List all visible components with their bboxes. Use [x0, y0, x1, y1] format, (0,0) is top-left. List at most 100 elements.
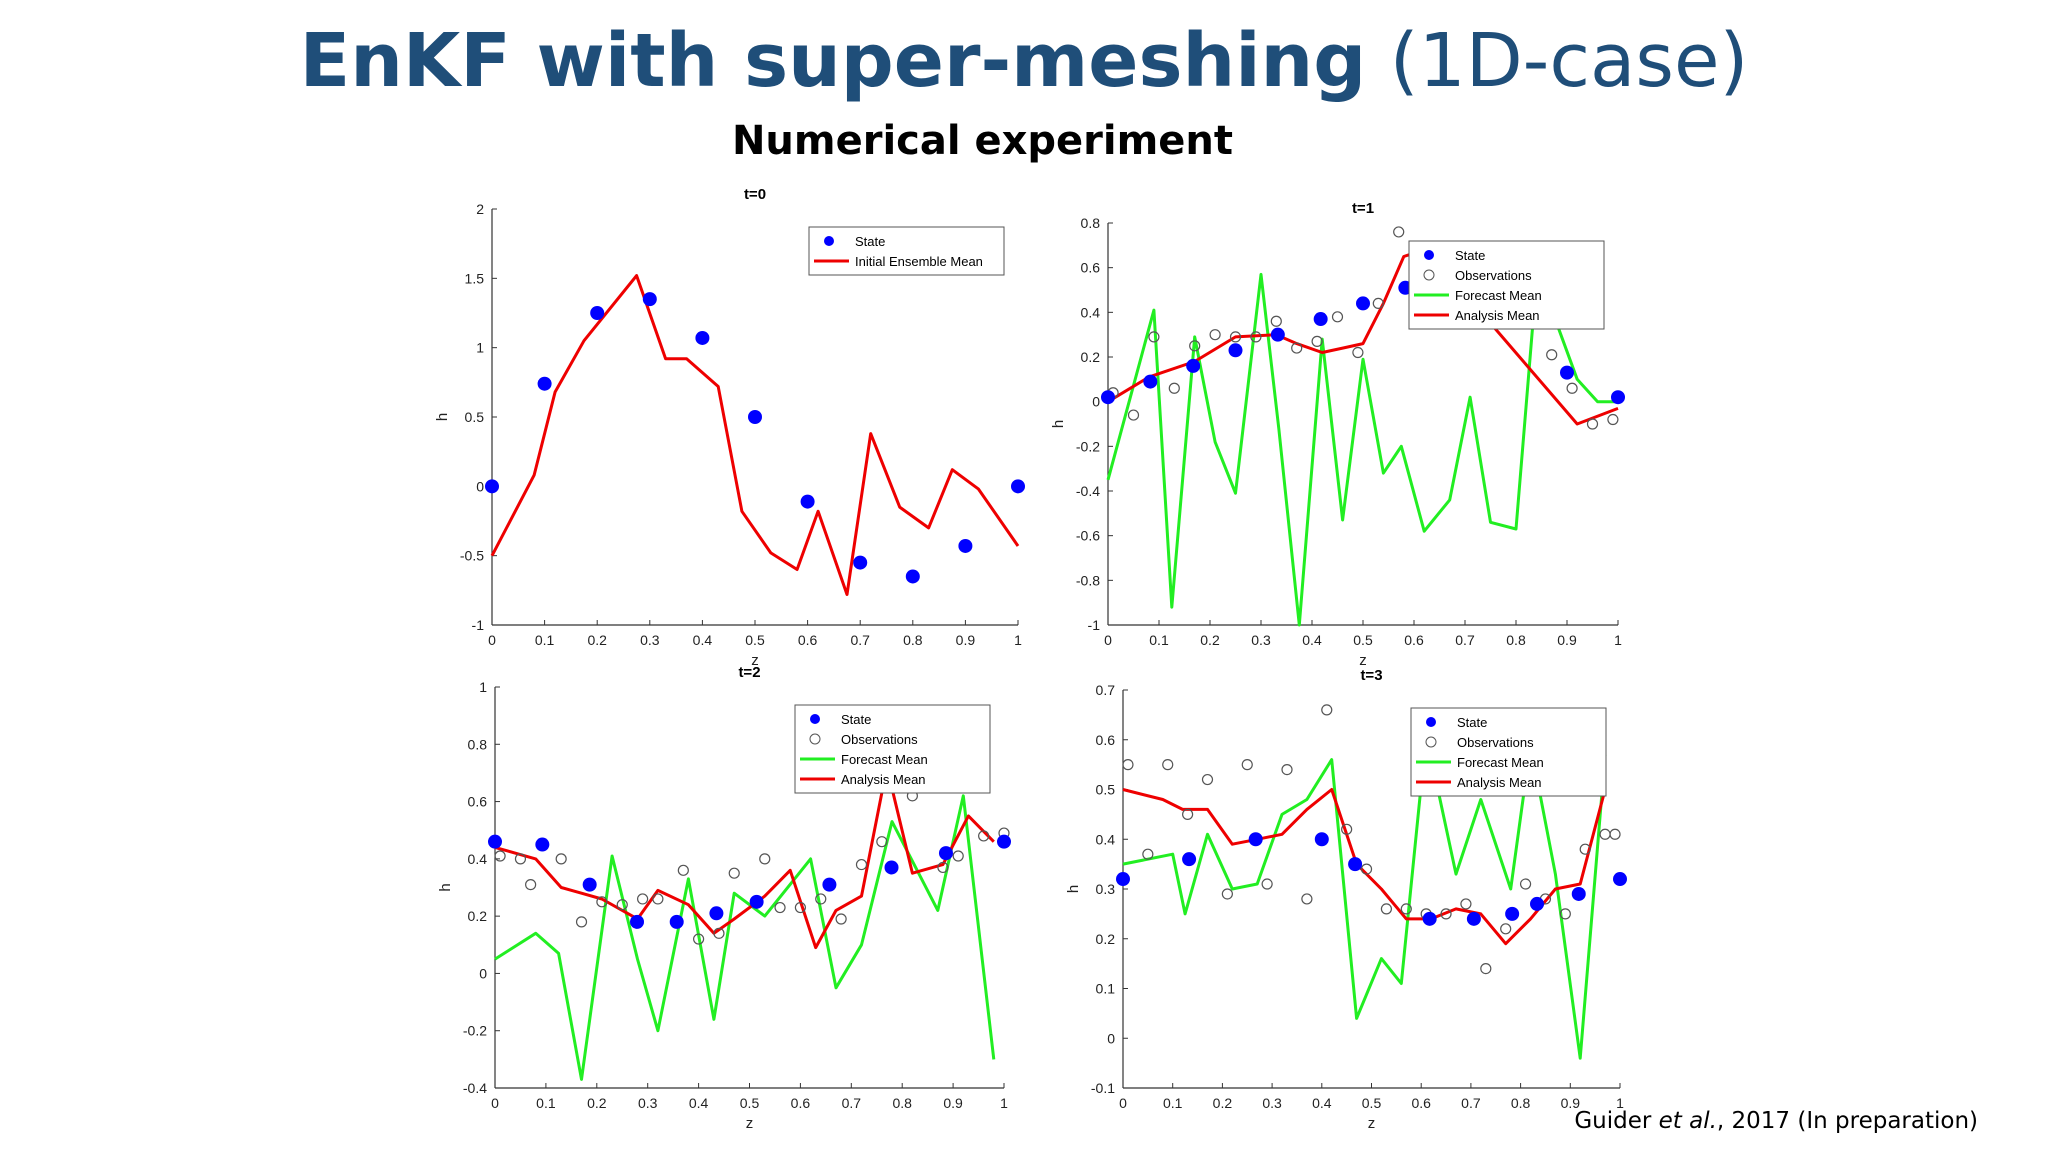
observation-point [937, 861, 949, 874]
state-point [1116, 872, 1130, 887]
observation-point [652, 893, 664, 905]
x-tick-label: 0.1 [1149, 632, 1169, 648]
observation-point [1341, 823, 1353, 835]
observation-point [952, 850, 964, 862]
observation-point [1500, 923, 1512, 935]
chart-3: 0 0.1 0.2 0.3 0.4 0.5 0.6 0.7 0.8 0.9 1 -0.4 -0.2 0 0.… [437, 664, 1011, 1132]
legend-entry: Initial Ensemble Mean [855, 254, 983, 269]
observation-point [1380, 903, 1393, 915]
y-tick-label: 0.8 [1081, 215, 1101, 231]
state-point [1101, 390, 1115, 405]
x-tick-label: 0.6 [1404, 632, 1424, 648]
observation-point [1519, 878, 1532, 890]
observation-point [1261, 878, 1273, 890]
state-point [1182, 852, 1197, 867]
observation-point [1393, 226, 1405, 238]
state-point [669, 914, 684, 929]
chart-1: 0 0.1 0.2 0.3 0.4 0.5 0.6 0.7 0.8 0.9 1 -1 -0.5 0 0.5 1… [434, 186, 1025, 669]
citation-rest: , 2017 (In preparation) [1716, 1108, 1978, 1134]
state-point [905, 569, 920, 584]
legend-entry: Forecast Mean [1455, 288, 1542, 303]
y-tick-label: -0.2 [1076, 438, 1100, 454]
observation-point [1599, 828, 1611, 840]
y-tick-label: 1.5 [465, 270, 485, 286]
observation-point [713, 927, 725, 939]
observation-point [1229, 331, 1242, 343]
x-tick-label: 0.6 [1411, 1095, 1431, 1111]
y-tick-label: 0.7 [1096, 682, 1116, 698]
state-point [1011, 479, 1025, 494]
legend-entry: Analysis Mean [841, 772, 926, 787]
series-line-initial-ensemble-mean [490, 274, 1020, 596]
legend-entry: Forecast Mean [1457, 755, 1544, 770]
observation-point [1182, 808, 1194, 820]
slide-title-bold: EnKF with super-meshing [299, 18, 1367, 104]
observation-point [1609, 828, 1621, 840]
x-tick-label: 0.2 [1213, 1095, 1233, 1111]
legend-state-marker [1426, 717, 1436, 727]
observation-point [1360, 863, 1373, 875]
observation-point [637, 893, 649, 905]
observation-point [514, 853, 527, 865]
state-point [1248, 832, 1263, 847]
observation-point [575, 916, 588, 928]
state-point [748, 410, 762, 424]
observation-point [1559, 908, 1571, 920]
y-tick-label: 0.2 [1081, 349, 1101, 365]
state-point [642, 292, 657, 307]
state-point [590, 306, 605, 320]
y-axis-label: h [1065, 885, 1082, 893]
slide-title-normal: (1D-case) [1366, 18, 1749, 104]
observation-point [555, 853, 567, 865]
observation-point [1546, 349, 1558, 361]
x-tick-label: 0.7 [850, 632, 870, 648]
y-tick-label: 1 [476, 340, 484, 356]
state-point [488, 834, 502, 849]
observation-point [1607, 413, 1619, 426]
x-tick-label: 1 [1014, 632, 1022, 648]
observation-point [1460, 898, 1472, 910]
y-tick-label: -1 [472, 617, 485, 633]
x-tick-label: 0.3 [638, 1095, 658, 1111]
x-tick-label: 0.5 [1353, 632, 1373, 648]
y-tick-label: 0.4 [468, 851, 488, 867]
x-tick-label: 0.4 [1302, 632, 1322, 648]
observation-point [1162, 759, 1174, 771]
x-tick-label: 0.3 [640, 632, 660, 648]
y-axis-label: h [434, 413, 451, 421]
observation-point [1440, 908, 1452, 920]
y-tick-label: 2 [476, 201, 484, 217]
state-point [582, 877, 597, 892]
citation: Guider et al., 2017 (In preparation) [1574, 1108, 1978, 1134]
legend-observation-marker [1423, 269, 1435, 281]
chart-title: t=3 [1360, 667, 1382, 684]
x-tick-label: 1 [1614, 632, 1622, 648]
observation-point [1566, 382, 1578, 394]
observation-point [855, 858, 868, 871]
series-line-forecast-mean [494, 794, 996, 1081]
x-tick-label: 0 [1119, 1095, 1127, 1111]
observation-point [1241, 759, 1253, 771]
y-tick-label: -0.6 [1076, 528, 1100, 544]
x-tick-label: 0.8 [1506, 632, 1526, 648]
state-point [537, 376, 552, 391]
x-tick-label: 0.9 [956, 632, 976, 648]
observation-point [876, 836, 888, 848]
x-tick-label: 0 [1104, 632, 1112, 648]
observation-point [1301, 893, 1313, 905]
legend-entry: State [1455, 248, 1485, 263]
state-point [822, 877, 837, 892]
legend-box [808, 226, 1005, 276]
observation-point [978, 830, 990, 842]
legend-entry: State [855, 234, 885, 249]
observation-point [774, 901, 786, 914]
state-point [695, 330, 710, 345]
state-point [1560, 365, 1574, 380]
x-tick-label: 0.6 [791, 1095, 811, 1111]
state-point [1422, 911, 1437, 926]
x-tick-label: 1 [1000, 1095, 1008, 1111]
state-point [1356, 296, 1370, 311]
observation-point [759, 853, 771, 865]
state-point [1505, 906, 1520, 921]
